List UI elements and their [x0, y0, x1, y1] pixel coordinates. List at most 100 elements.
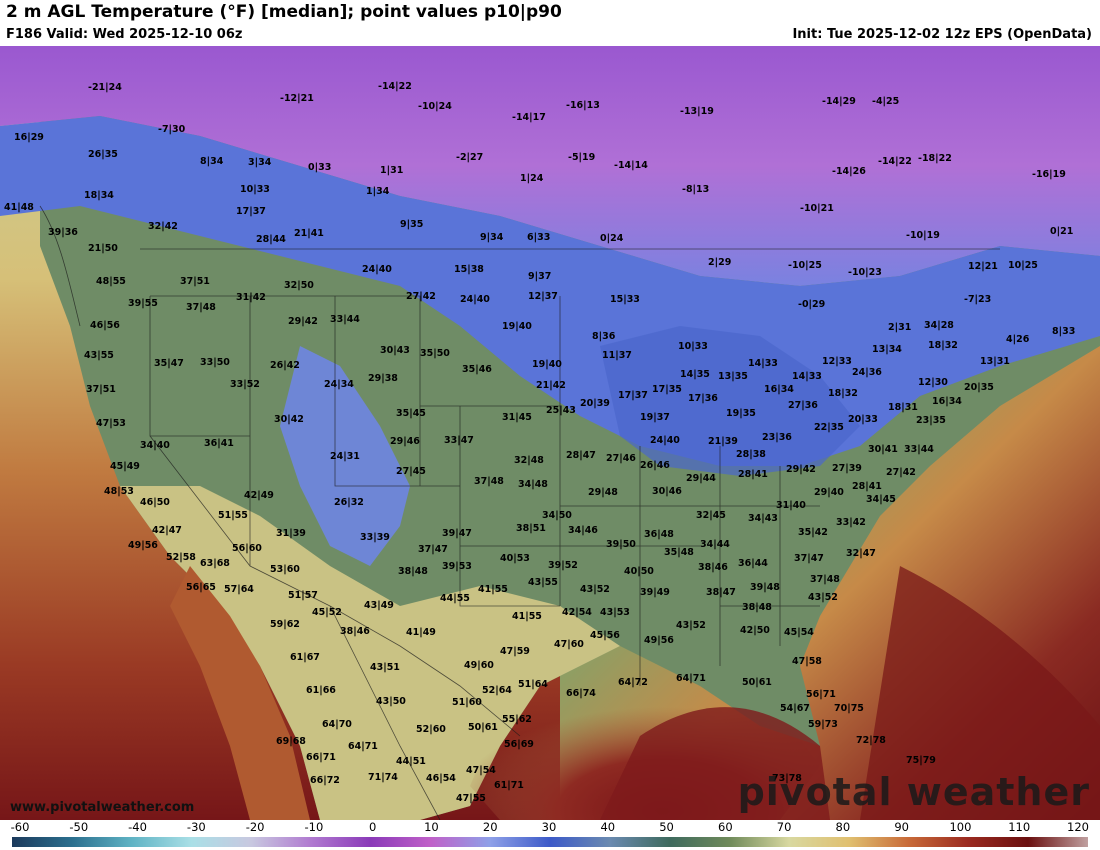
point-value: 29|48: [588, 487, 618, 498]
point-value: 28|44: [256, 234, 286, 245]
temperature-map: -21|24 -12|21 -14|22 -10|24 -16|13 -14|17 -13|…: [0, 46, 1100, 820]
point-value: 8|36: [592, 331, 616, 342]
point-value: 17|37: [618, 390, 648, 401]
point-value: 29|38: [368, 373, 398, 384]
point-value: 43|52: [580, 584, 610, 595]
scale-tick: -50: [69, 820, 89, 834]
point-value: 24|40: [650, 435, 680, 446]
point-value: 64|72: [618, 677, 648, 688]
scale-tick: 10: [424, 820, 439, 834]
point-value: 41|48: [4, 202, 34, 213]
point-value: -14|29: [822, 96, 856, 107]
point-value: 66|71: [306, 752, 336, 763]
point-value: 35|46: [462, 364, 492, 375]
point-value: 26|35: [88, 149, 118, 160]
point-value: 43|50: [376, 696, 406, 707]
point-value: 12|21: [968, 261, 998, 272]
point-value: 18|34: [84, 190, 114, 201]
point-value: 9|37: [528, 271, 552, 282]
point-value: 63|68: [200, 558, 230, 569]
point-value: 30|41: [868, 444, 898, 455]
point-value: 17|37: [236, 206, 266, 217]
point-value: 14|35: [680, 369, 710, 380]
point-value: 27|46: [606, 453, 636, 464]
point-value: 57|64: [224, 584, 254, 595]
point-value: 35|50: [420, 348, 450, 359]
point-value: 20|33: [848, 414, 878, 425]
color-scale: -60 -50 -40 -30 -20 -10 0 10 20 30 40 50 60 70 80 90 100…: [0, 820, 1100, 850]
point-value: 2|29: [708, 257, 732, 268]
point-value: 24|34: [324, 379, 354, 390]
point-value: 21|39: [708, 436, 738, 447]
point-value: 9|35: [400, 219, 424, 230]
point-value: 37|48: [810, 574, 840, 585]
point-value: 41|55: [512, 611, 542, 622]
point-value: 36|48: [644, 529, 674, 540]
scale-tick: -30: [186, 820, 206, 834]
point-value: 39|50: [606, 539, 636, 550]
point-value: 41|49: [406, 627, 436, 638]
point-value: 14|33: [748, 358, 778, 369]
point-value: 34|43: [748, 513, 778, 524]
point-value: 37|47: [418, 544, 448, 555]
point-value: 19|40: [502, 321, 532, 332]
point-value: 19|37: [640, 412, 670, 423]
point-value: 12|33: [822, 356, 852, 367]
point-value: 33|42: [836, 517, 866, 528]
point-value: 3|34: [248, 157, 272, 168]
point-value: 73|78: [772, 773, 802, 784]
point-value: 56|71: [806, 689, 836, 700]
point-value: 23|35: [916, 415, 946, 426]
point-value: -13|19: [680, 106, 714, 117]
point-value: -14|26: [832, 166, 866, 177]
point-value: 52|58: [166, 552, 196, 563]
point-value: 38|48: [742, 602, 772, 613]
point-value: 51|64: [518, 679, 548, 690]
scale-tick: 120: [1067, 820, 1089, 834]
point-value: 45|52: [312, 607, 342, 618]
point-value: 59|73: [808, 719, 838, 730]
point-value: 37|51: [180, 276, 210, 287]
point-value: 30|46: [652, 486, 682, 497]
point-value: 27|36: [788, 400, 818, 411]
point-value: 42|54: [562, 607, 592, 618]
point-value: -10|25: [788, 260, 822, 271]
point-value: 34|44: [700, 539, 730, 550]
point-value: 46|56: [90, 320, 120, 331]
point-value: 0|33: [308, 162, 332, 173]
point-value: 32|50: [284, 280, 314, 291]
point-value: 28|41: [738, 469, 768, 480]
point-value: 28|38: [736, 449, 766, 460]
point-value: 29|42: [786, 464, 816, 475]
point-value: 26|42: [270, 360, 300, 371]
point-value: 41|55: [478, 584, 508, 595]
scale-tick: 90: [894, 820, 909, 834]
point-value: 47|53: [96, 418, 126, 429]
point-value: 33|47: [444, 435, 474, 446]
point-value: -14|22: [878, 156, 912, 167]
point-value: 21|41: [294, 228, 324, 239]
point-value: 33|39: [360, 532, 390, 543]
point-value: 40|50: [624, 566, 654, 577]
scale-tick: 110: [1008, 820, 1031, 834]
point-value: 19|40: [532, 359, 562, 370]
point-value: -10|21: [800, 203, 834, 214]
point-value: 31|39: [276, 528, 306, 539]
point-value: 29|44: [686, 473, 716, 484]
point-value: 16|34: [764, 384, 794, 395]
point-value: 64|71: [348, 741, 378, 752]
point-value: 10|33: [240, 184, 270, 195]
point-value: -0|29: [798, 299, 826, 310]
scale-tick: -40: [128, 820, 147, 834]
point-value: 27|39: [832, 463, 862, 474]
point-value: 21|50: [88, 243, 118, 254]
scale-tick: 60: [718, 820, 733, 834]
site-credit: www.pivotalweather.com: [10, 800, 195, 815]
point-value: 42|50: [740, 625, 770, 636]
point-value: 20|35: [964, 382, 994, 393]
point-value: 43|53: [600, 607, 630, 618]
point-value: -21|24: [88, 82, 122, 93]
point-value: 37|48: [186, 302, 216, 313]
scale-tick: -60: [10, 820, 30, 834]
point-value: 25|43: [546, 405, 576, 416]
